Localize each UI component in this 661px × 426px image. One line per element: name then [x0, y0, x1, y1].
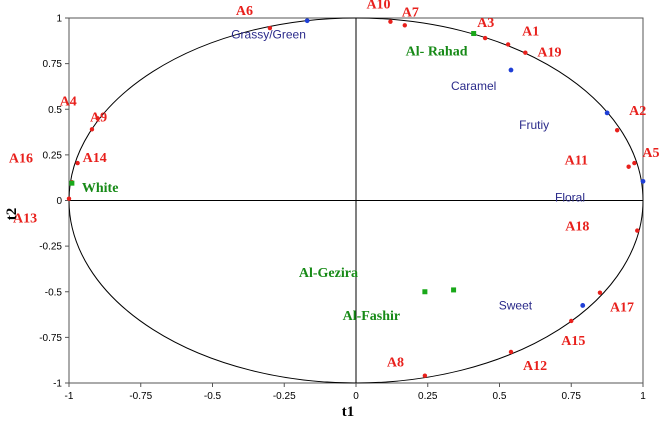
sample-point-a2 — [614, 128, 620, 133]
y-tick-label: -0.25 — [39, 242, 62, 253]
attribute-point-caramel — [508, 67, 514, 73]
sample-label-a15: A15 — [561, 334, 585, 349]
sample-point-a3 — [482, 35, 488, 41]
y-tick-label: 0 — [56, 196, 62, 207]
x-tick-label: -1 — [65, 391, 74, 402]
y-tick-label: 0.75 — [43, 59, 63, 70]
sample-label-a7: A7 — [402, 5, 419, 20]
attribute-label-frutiy: Frutiy — [519, 118, 549, 132]
sample-point-a14 — [75, 160, 80, 166]
y-axis-title: t2 — [4, 208, 20, 221]
sample-label-a17: A17 — [610, 301, 634, 316]
data-points — [66, 18, 646, 378]
sample-point-a13 — [66, 196, 72, 201]
x-axis-title: t1 — [342, 404, 355, 420]
sample-label-a2: A2 — [629, 104, 646, 119]
sample-label-a16: A16 — [9, 151, 33, 166]
sample-label-a12: A12 — [523, 359, 547, 374]
attribute-label-caramel: Caramel — [451, 79, 496, 93]
sample-label-a8: A8 — [387, 356, 404, 371]
x-tick-label: 0.25 — [418, 391, 438, 402]
group-label-al-rahad: Al- Rahad — [406, 45, 468, 60]
y-tick-label: 0.25 — [43, 150, 63, 161]
group-point-white — [69, 180, 75, 186]
y-tick-label: -0.5 — [45, 287, 63, 298]
sample-point-a4 — [95, 116, 100, 121]
point-labels: A1 A2 A3 A4 A5 A6 A7 A8 A9 A10 A11 A12 A13 A14 A15 A16 A… — [9, 0, 660, 374]
y-tick-label: 0.5 — [48, 105, 62, 116]
sample-point-a7 — [402, 23, 407, 28]
sample-point-a15 — [569, 318, 574, 324]
x-tick-label: -0.25 — [273, 391, 296, 402]
sample-label-a4: A4 — [60, 94, 77, 109]
attribute-label-sweet: Sweet — [499, 298, 533, 312]
x-tick-label: -0.75 — [129, 391, 152, 402]
sample-label-a10: A10 — [366, 0, 390, 13]
sample-point-a1 — [505, 42, 511, 47]
group-label-al-gezira: Al-Gezira — [299, 266, 358, 281]
group-label-white: White — [82, 181, 119, 196]
tick-labels: -1 -0.75 -0.5 -0.25 0 0.25 0.5 0.75 1 1 0.75 0.5 0.2… — [39, 14, 646, 403]
sample-point-a19 — [523, 50, 528, 55]
sample-label-a1: A1 — [522, 24, 539, 39]
sample-label-a18: A18 — [565, 220, 589, 235]
group-point-al-gezira — [422, 289, 428, 295]
x-tick-label: 0.75 — [562, 391, 582, 402]
attribute-point-grassy-green — [304, 18, 310, 24]
x-tick-label: 0.5 — [493, 391, 507, 402]
attribute-label-floral: Floral — [555, 190, 585, 204]
y-tick-label: 1 — [56, 14, 62, 25]
sample-point-a12 — [508, 349, 514, 355]
sample-label-a11: A11 — [565, 154, 588, 169]
x-tick-label: 1 — [640, 391, 646, 402]
sample-label-a9: A9 — [90, 110, 107, 125]
group-point-al-rahad — [471, 31, 477, 37]
sample-label-a19: A19 — [537, 46, 561, 61]
sample-point-a18 — [635, 228, 640, 233]
attribute-point-floral — [640, 178, 646, 184]
attribute-point-frutiy — [604, 110, 610, 116]
sample-point-a10 — [388, 19, 393, 24]
y-tick-label: -0.75 — [39, 333, 62, 344]
axes — [65, 17, 644, 387]
y-tick-label: -1 — [53, 379, 62, 390]
group-label-al-fashir: Al-Fashir — [343, 309, 401, 324]
sample-label-a3: A3 — [477, 16, 494, 31]
sample-point-a5 — [632, 160, 637, 166]
sample-point-a9 — [89, 127, 95, 132]
sample-point-a6 — [267, 25, 273, 31]
sample-point-a8 — [422, 373, 428, 378]
attribute-point-sweet — [580, 303, 586, 308]
sample-label-a5: A5 — [642, 146, 659, 161]
sample-label-a14: A14 — [83, 151, 107, 166]
attribute-label-grassy-green: Grassy/Green — [231, 28, 306, 42]
x-tick-label: -0.5 — [204, 391, 222, 402]
sample-point-a17 — [597, 290, 603, 295]
group-point-al-fashir — [451, 287, 457, 293]
x-tick-label: 0 — [353, 391, 359, 402]
sample-point-a11 — [626, 164, 631, 169]
sample-label-a6: A6 — [236, 4, 253, 19]
sample-label-a13: A13 — [13, 212, 37, 227]
